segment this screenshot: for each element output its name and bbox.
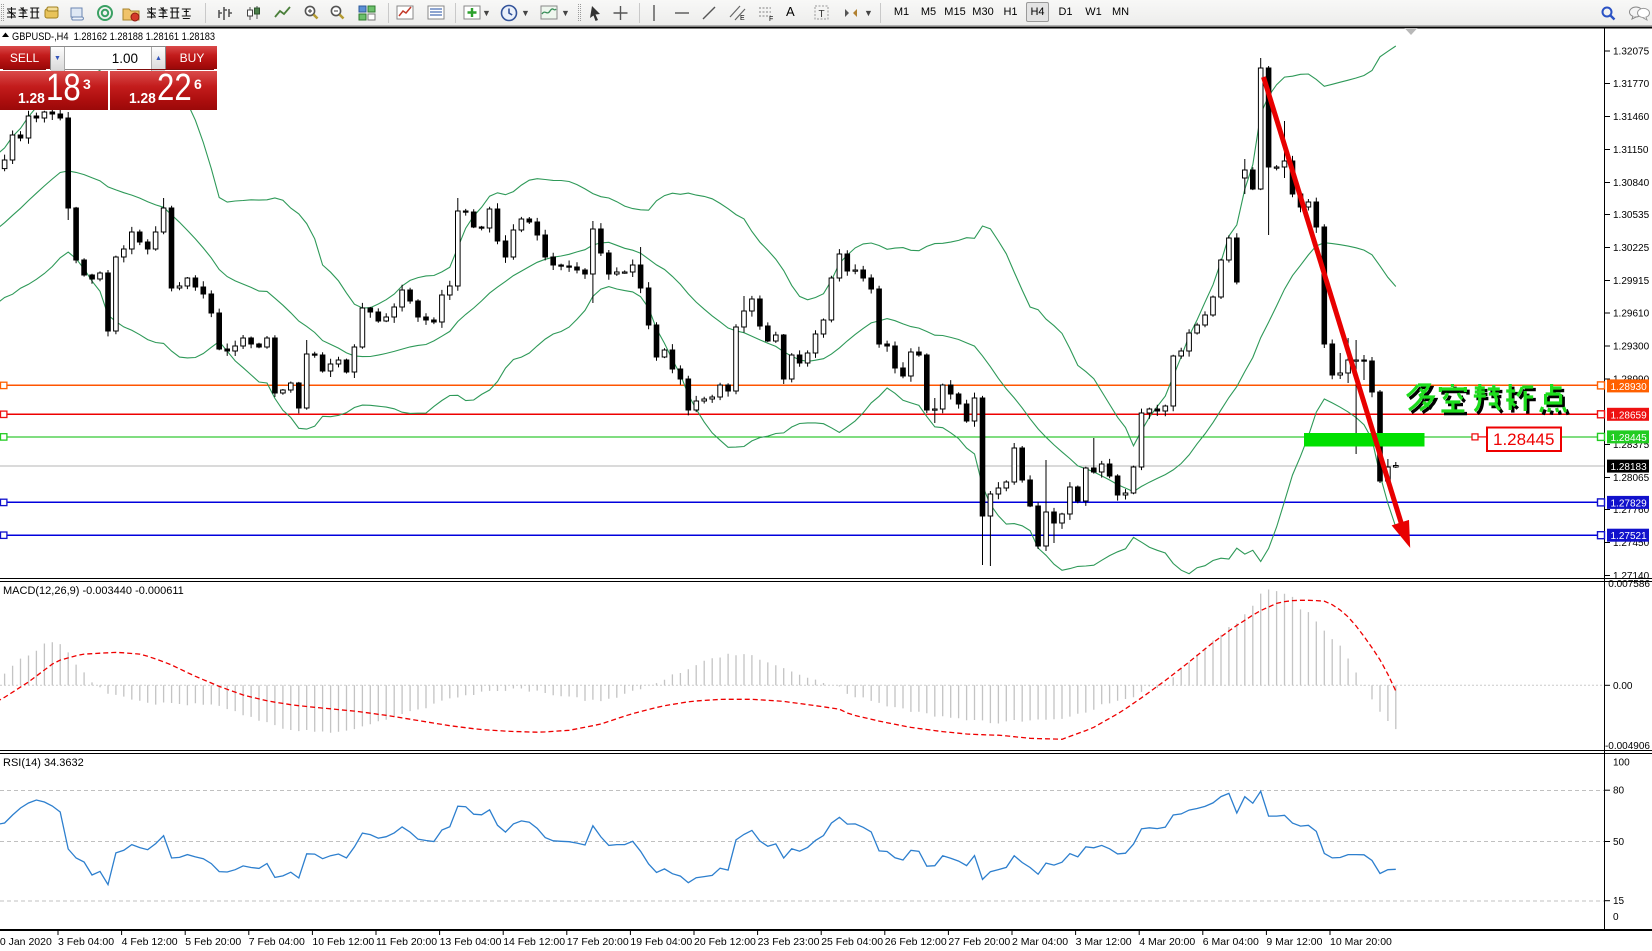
svg-text:1.27829: 1.27829 <box>1611 498 1648 509</box>
svg-text:1.28445: 1.28445 <box>1611 433 1648 444</box>
svg-text:1.30840: 1.30840 <box>1613 178 1650 189</box>
svg-text:2 Mar 04:00: 2 Mar 04:00 <box>1012 936 1068 948</box>
svg-text:1.28065: 1.28065 <box>1613 473 1650 484</box>
svg-text:10 Feb 12:00: 10 Feb 12:00 <box>312 936 374 948</box>
svg-text:10 Mar 20:00: 10 Mar 20:00 <box>1330 936 1392 948</box>
svg-text:-0.004906: -0.004906 <box>1605 741 1650 752</box>
svg-text:20 Feb 12:00: 20 Feb 12:00 <box>694 936 756 948</box>
svg-text:GBPUSD-,H4 1.28162 1.28188 1.: GBPUSD-,H4 1.28162 1.28188 1.28161 1.281… <box>12 31 215 43</box>
svg-text:13 Feb 04:00: 13 Feb 04:00 <box>440 936 502 948</box>
svg-text:1.28930: 1.28930 <box>1611 382 1648 393</box>
svg-text:50: 50 <box>1613 837 1625 848</box>
svg-text:F: F <box>769 16 773 22</box>
svg-text:1.28183: 1.28183 <box>1611 462 1648 473</box>
svg-text:1.32075: 1.32075 <box>1613 47 1650 58</box>
svg-text:4 Feb 12:00: 4 Feb 12:00 <box>122 936 178 948</box>
svg-text:0.007586: 0.007586 <box>1608 579 1650 590</box>
svg-text:1.27140: 1.27140 <box>1613 571 1650 582</box>
svg-text:14 Feb 12:00: 14 Feb 12:00 <box>503 936 565 948</box>
svg-text:1.30225: 1.30225 <box>1613 243 1650 254</box>
svg-text:5 Feb 20:00: 5 Feb 20:00 <box>185 936 241 948</box>
svg-text:1.27760: 1.27760 <box>1613 505 1650 516</box>
svg-text:1.29300: 1.29300 <box>1613 342 1650 353</box>
svg-text:1.27450: 1.27450 <box>1613 538 1650 549</box>
svg-text:30 Jan 2020: 30 Jan 2020 <box>0 936 52 948</box>
svg-text:6 Mar 04:00: 6 Mar 04:00 <box>1203 936 1259 948</box>
svg-text:E: E <box>740 15 745 22</box>
svg-text:1.31460: 1.31460 <box>1613 112 1650 123</box>
svg-text:0: 0 <box>1613 912 1619 923</box>
svg-text:1.28445: 1.28445 <box>1493 430 1554 449</box>
svg-text:0.00: 0.00 <box>1613 681 1633 692</box>
svg-text:19 Feb 04:00: 19 Feb 04:00 <box>630 936 692 948</box>
svg-text:1.28659: 1.28659 <box>1611 410 1648 421</box>
svg-text:23 Feb 23:00: 23 Feb 23:00 <box>758 936 820 948</box>
svg-text:27 Feb 20:00: 27 Feb 20:00 <box>948 936 1010 948</box>
svg-text:11 Feb 20:00: 11 Feb 20:00 <box>376 936 437 948</box>
svg-text:T: T <box>819 9 825 20</box>
svg-text:100: 100 <box>1613 758 1630 769</box>
svg-text:MACD(12,26,9) -0.003440 -0.000: MACD(12,26,9) -0.003440 -0.000611 <box>3 585 184 597</box>
svg-text:26 Feb 12:00: 26 Feb 12:00 <box>885 936 947 948</box>
svg-text:RSI(14) 34.3632: RSI(14) 34.3632 <box>3 757 84 769</box>
svg-text:1.27521: 1.27521 <box>1611 531 1648 542</box>
svg-text:15: 15 <box>1613 896 1625 907</box>
svg-text:1.31770: 1.31770 <box>1613 79 1650 90</box>
svg-text:1.30535: 1.30535 <box>1613 210 1650 221</box>
svg-text:1.31150: 1.31150 <box>1613 145 1649 156</box>
svg-text:7 Feb 04:00: 7 Feb 04:00 <box>249 936 305 948</box>
svg-text:3 Mar 12:00: 3 Mar 12:00 <box>1076 936 1132 948</box>
svg-text:1.29610: 1.29610 <box>1613 309 1650 320</box>
svg-text:17 Feb 20:00: 17 Feb 20:00 <box>567 936 629 948</box>
svg-text:80: 80 <box>1613 786 1625 797</box>
svg-text:25 Feb 04:00: 25 Feb 04:00 <box>821 936 883 948</box>
svg-text:9 Mar 12:00: 9 Mar 12:00 <box>1266 936 1322 948</box>
svg-text:1.29915: 1.29915 <box>1613 276 1650 287</box>
svg-text:3 Feb 04:00: 3 Feb 04:00 <box>58 936 114 948</box>
svg-text:4 Mar 20:00: 4 Mar 20:00 <box>1139 936 1195 948</box>
svg-text:1.28375: 1.28375 <box>1613 440 1650 451</box>
